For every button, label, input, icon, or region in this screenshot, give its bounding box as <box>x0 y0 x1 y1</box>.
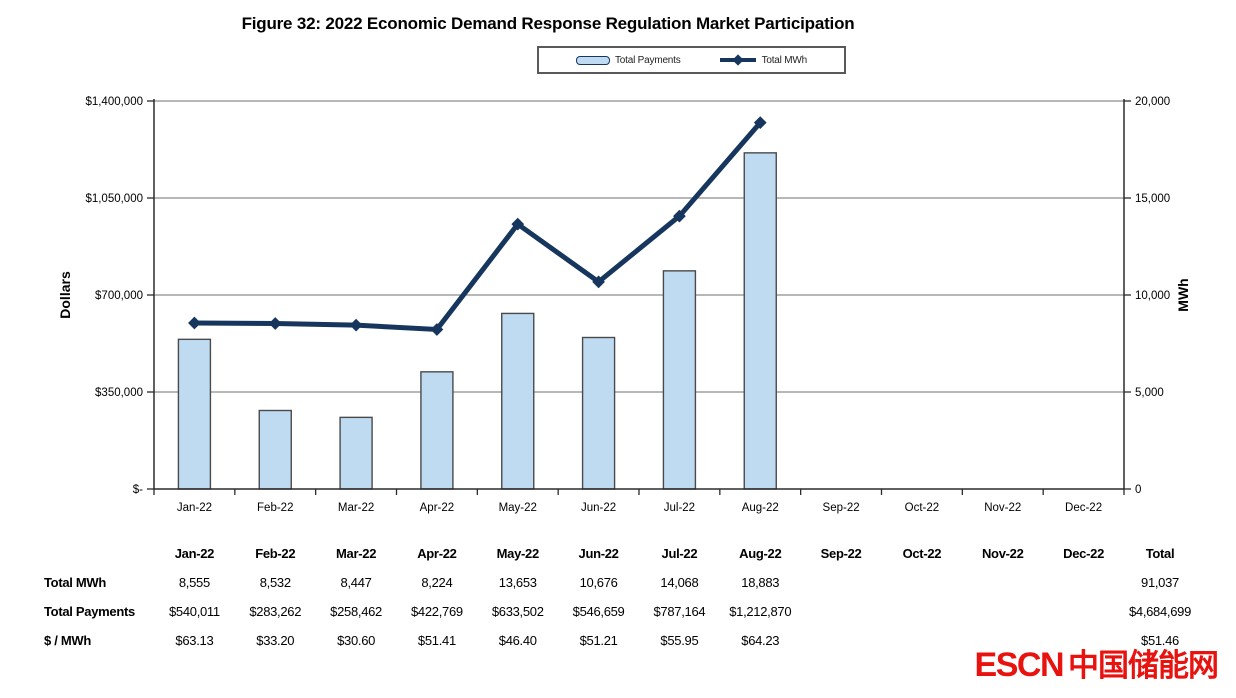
left-axis-title: Dollars <box>57 271 73 319</box>
y-axis-tick-label: 0 <box>1135 484 1141 496</box>
x-axis-tick-label: Jan-22 <box>177 502 212 514</box>
y-axis-tick-label: 20,000 <box>1135 96 1170 108</box>
x-axis-tick-label: Nov-22 <box>984 502 1021 514</box>
x-axis-tick-label: Mar-22 <box>338 502 374 514</box>
legend-item-total-mwh: Total MWh <box>719 53 807 67</box>
x-axis-tick-label: Jul-22 <box>664 502 695 514</box>
bar <box>743 152 777 490</box>
bar <box>662 270 697 490</box>
legend-label-total-payments: Total Payments <box>614 54 681 66</box>
x-axis-tick-label: Jun-22 <box>581 502 616 514</box>
y-axis-tick-label: 10,000 <box>1135 290 1170 302</box>
y-axis-tick-label: 15,000 <box>1135 193 1170 205</box>
bar <box>581 336 616 490</box>
y-axis-tick-label: $1,400,000 <box>85 96 143 108</box>
line-marker <box>430 323 444 336</box>
escn-logo-latin: ESCN <box>974 646 1065 684</box>
x-axis-tick-label: Sep-22 <box>823 502 860 514</box>
bar <box>420 371 454 490</box>
escn-logo-cjk: 中国储能网 <box>1068 648 1219 683</box>
line-series <box>194 121 763 333</box>
x-axis-tick-label: Oct-22 <box>905 502 940 514</box>
y-axis-tick-label: $700,000 <box>95 290 143 302</box>
bar <box>177 338 212 490</box>
x-axis-tick-label: Dec-22 <box>1065 502 1102 514</box>
line-swatch-icon <box>719 54 756 66</box>
right-axis-title: MWh <box>1175 278 1191 311</box>
bar <box>339 416 373 490</box>
line-marker <box>268 317 282 330</box>
bar <box>501 312 535 490</box>
legend-item-total-payments: Total Payments <box>575 54 681 66</box>
legend-label-total-mwh: Total MWh <box>761 54 808 66</box>
y-axis-tick-label: $350,000 <box>95 387 143 399</box>
chart-title: Figure 32: 2022 Economic Demand Response… <box>241 14 855 33</box>
line-marker <box>188 316 201 330</box>
x-axis-tick-label: Apr-22 <box>420 502 455 514</box>
y-axis-tick-label: $- <box>133 484 143 496</box>
y-axis-tick-label: 5,000 <box>1135 387 1164 399</box>
escn-logo: ESCN 中国储能网 <box>974 646 1219 684</box>
chart-legend: Total Payments Total MWh <box>537 46 846 74</box>
x-axis-tick-label: May-22 <box>499 502 537 514</box>
y-axis-tick-label: $1,050,000 <box>85 193 143 205</box>
bar-swatch-icon <box>575 55 610 65</box>
x-axis-tick-label: Feb-22 <box>257 502 293 514</box>
bar <box>258 409 292 490</box>
x-axis-tick-label: Aug-22 <box>742 502 779 514</box>
line-marker <box>349 318 363 332</box>
